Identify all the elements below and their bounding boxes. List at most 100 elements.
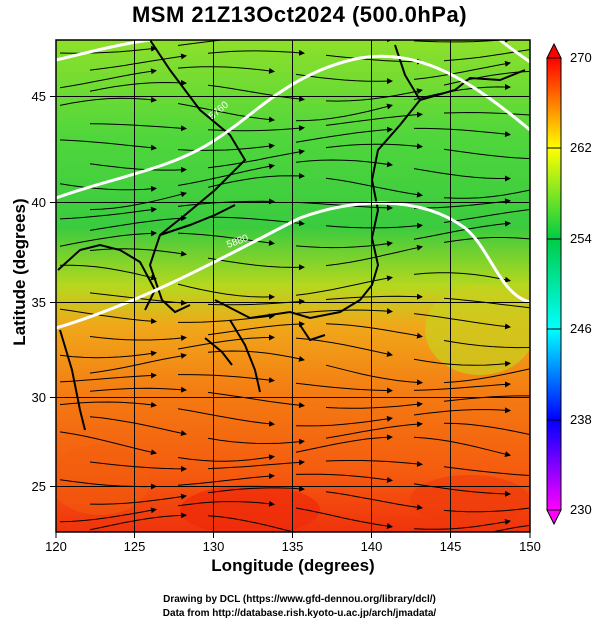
streamline <box>295 275 393 296</box>
streamline <box>443 340 530 349</box>
streamline <box>414 127 511 138</box>
streamline <box>443 395 530 402</box>
streamline <box>59 264 157 281</box>
streamline <box>207 515 305 532</box>
streamline <box>295 73 393 85</box>
streamline <box>177 143 275 151</box>
streamline <box>207 459 305 470</box>
streamline <box>443 466 530 477</box>
streamline <box>177 334 275 350</box>
streamline <box>325 143 423 150</box>
streamline <box>59 45 157 54</box>
streamline <box>59 308 157 325</box>
streamline <box>443 422 530 436</box>
streamline <box>413 436 511 457</box>
streamline <box>89 248 187 257</box>
streamline <box>443 49 530 62</box>
x-tick-label: 150 <box>519 539 541 554</box>
streamline <box>89 512 187 531</box>
streamline <box>59 230 157 247</box>
streamline <box>207 84 305 102</box>
streamline <box>413 168 511 182</box>
streamline <box>295 415 393 427</box>
streamline <box>443 237 530 243</box>
streamline <box>177 163 275 186</box>
streamline <box>177 66 275 74</box>
streamline <box>89 53 187 71</box>
streamline <box>443 209 530 223</box>
streamline <box>443 70 530 86</box>
streamline <box>295 126 393 143</box>
streamline <box>207 437 305 445</box>
streamline <box>59 139 157 151</box>
credit-drawing: Drawing by DCL (https://www.gfd-dennou.o… <box>163 594 436 605</box>
streamline <box>177 454 275 462</box>
x-tick-label: 135 <box>282 539 304 554</box>
streamline <box>207 321 305 336</box>
streamline <box>89 215 187 231</box>
streamline <box>386 40 393 43</box>
streamline <box>177 283 275 300</box>
streamline <box>207 350 305 362</box>
streamline <box>207 148 305 169</box>
credit-data: Data from http://database.rish.kyoto-u.a… <box>162 608 437 619</box>
streamline <box>59 68 157 89</box>
x-tick-label: 130 <box>203 539 225 554</box>
x-tick-label: 120 <box>45 539 67 554</box>
streamline <box>89 335 187 341</box>
colorbar-tick-label: 270 <box>570 50 592 65</box>
streamline <box>59 206 157 220</box>
streamline <box>443 297 530 309</box>
y-axis: 45 40 35 30 25 <box>32 89 56 494</box>
streamline <box>89 461 187 472</box>
colorbar: 270 262 254 246 238 230 <box>546 42 592 526</box>
streamline <box>295 434 393 453</box>
streamline <box>413 272 511 283</box>
streamline <box>177 500 275 507</box>
colorbar-tick-label: 230 <box>570 502 592 517</box>
y-tick-label: 30 <box>32 390 46 405</box>
y-tick-label: 35 <box>32 295 46 310</box>
streamline <box>59 431 157 456</box>
x-tick-label: 125 <box>124 539 146 554</box>
streamline <box>177 408 275 427</box>
streamline <box>89 353 187 374</box>
streamline <box>325 88 423 102</box>
y-axis-label: Latitude (degrees) <box>10 198 29 346</box>
streamline <box>89 416 187 437</box>
colorbar-tick-label: 262 <box>570 140 592 155</box>
wind-streamlines <box>59 40 530 532</box>
streamline <box>89 493 187 505</box>
x-tick-label: 145 <box>440 539 462 554</box>
streamline <box>295 240 393 249</box>
streamline <box>325 401 423 409</box>
streamline <box>413 358 511 367</box>
streamline <box>207 257 305 271</box>
x-axis-label: Longitude (degrees) <box>211 556 375 575</box>
y-tick-label: 45 <box>32 89 46 104</box>
streamline <box>413 313 511 330</box>
streamline <box>208 216 305 227</box>
streamline <box>413 220 511 240</box>
grid-lines <box>56 40 530 532</box>
colorbar-tick-label: 254 <box>570 231 592 246</box>
streamline <box>325 364 423 386</box>
height-contours <box>56 40 530 330</box>
streamline <box>207 485 305 494</box>
streamline <box>59 183 157 192</box>
streamline <box>207 49 305 56</box>
colorbar-tick-label: 246 <box>570 321 592 336</box>
streamline <box>443 189 530 199</box>
streamline <box>325 111 423 126</box>
streamline <box>89 191 187 211</box>
streamline <box>177 473 275 486</box>
streamline <box>89 386 187 393</box>
streamline <box>489 524 530 532</box>
chart-title: MSM 21Z13Oct2024 (500.0hPa) <box>131 2 468 27</box>
streamline <box>325 293 423 300</box>
streamline <box>59 96 157 106</box>
colorbar-tick-label: 238 <box>570 412 592 427</box>
x-axis: 120 125 130 135 140 145 150 <box>45 532 541 554</box>
streamline <box>295 382 393 394</box>
